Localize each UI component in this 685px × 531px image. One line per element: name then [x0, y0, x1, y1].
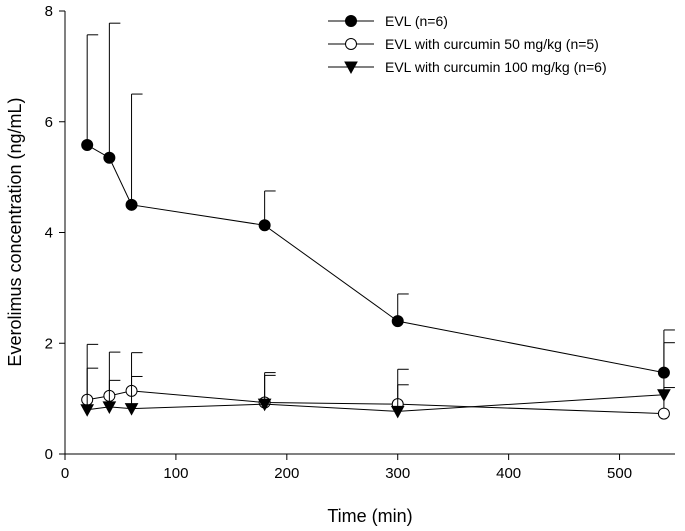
- x-tick-label-200: 200: [274, 465, 299, 482]
- legend-label-2: EVL with curcumin 50 mg/kg (n=5): [385, 36, 599, 52]
- y-tick-label-6: 6: [45, 114, 53, 131]
- x-tick-label-300: 300: [385, 465, 410, 482]
- y-axis-label: Everolimus concentration (ng/mL): [5, 97, 25, 366]
- series-layer: [80, 22, 675, 420]
- legend-entry-2: EVL with curcumin 50 mg/kg (n=5): [328, 36, 599, 52]
- series-3-point-6: [657, 389, 671, 402]
- series-3-point-1: [80, 404, 95, 417]
- legend-marker-3: [344, 61, 358, 75]
- legend-entry-1: EVL (n=6): [328, 13, 448, 29]
- series-3-point-5: [390, 405, 405, 419]
- x-tick-label-0: 0: [61, 465, 69, 482]
- axes: 0 100 200 300 400 500 0 2 4 6 8: [45, 3, 675, 482]
- series-3-point-4: [257, 398, 272, 412]
- series-3-point-2: [102, 401, 117, 414]
- series-3: [80, 342, 675, 419]
- series-1-point-2: [103, 151, 116, 164]
- x-axis-label: Time (min): [327, 506, 412, 526]
- series-2-point-6: [657, 407, 670, 420]
- y-tick-label-4: 4: [45, 225, 53, 242]
- y-tick-label-2: 2: [45, 335, 53, 352]
- legend: EVL (n=6) EVL with curcumin 50 mg/kg (n=5…: [328, 13, 607, 75]
- x-tick-label-500: 500: [607, 465, 632, 482]
- series-1-line: [86, 144, 665, 374]
- series-3-line: [87, 394, 664, 412]
- y-tick-label-8: 8: [45, 3, 53, 20]
- series-2: [81, 343, 675, 420]
- x-tick-label-100: 100: [163, 465, 188, 482]
- legend-label-3: EVL with curcumin 100 mg/kg (n=6): [385, 59, 607, 75]
- legend-entry-3: EVL with curcumin 100 mg/kg (n=6): [328, 59, 607, 75]
- legend-label-1: EVL (n=6): [385, 13, 448, 29]
- x-tick-label-400: 400: [496, 465, 521, 482]
- series-1: [81, 22, 675, 379]
- series-1-point-3: [125, 198, 138, 211]
- series-1-point-5: [391, 315, 404, 328]
- series-1-point-1: [81, 139, 94, 152]
- legend-marker-1: [345, 15, 357, 27]
- legend-marker-2: [345, 38, 357, 50]
- series-3-point-3: [124, 403, 139, 416]
- y-tick-label-0: 0: [45, 446, 53, 463]
- series-1-point-4: [258, 219, 271, 232]
